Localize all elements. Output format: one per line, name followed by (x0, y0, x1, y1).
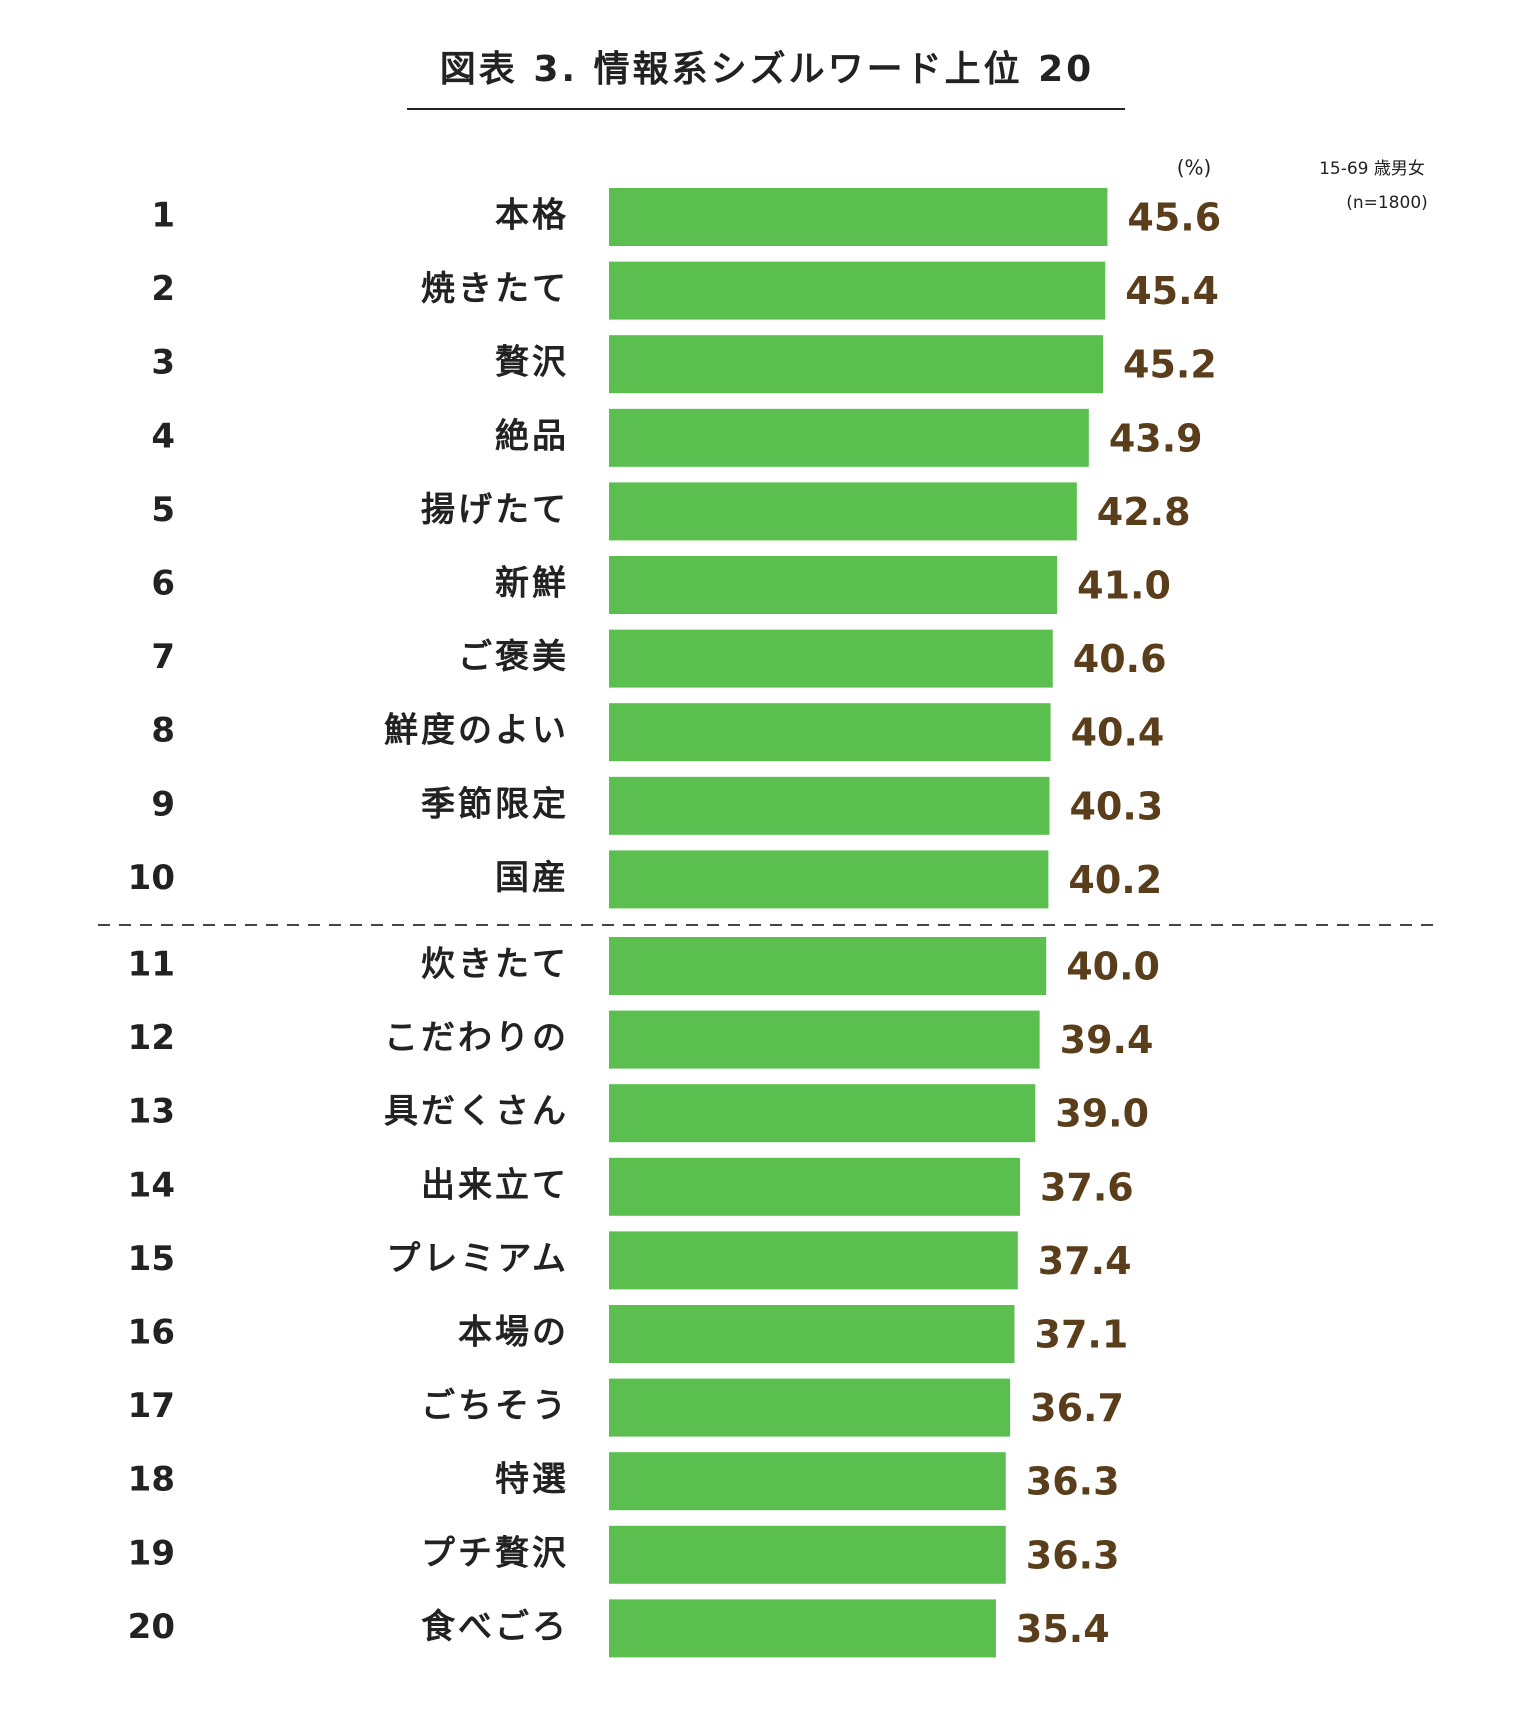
bar (609, 1305, 1015, 1363)
category-label: 贅沢 (495, 343, 569, 383)
value-label: 41.0 (1077, 564, 1171, 608)
bar (609, 937, 1047, 995)
rank-label: 10 (128, 858, 175, 898)
value-label: 36.3 (1026, 1460, 1120, 1504)
bar (609, 1452, 1006, 1511)
bar (609, 1525, 1006, 1584)
bar (609, 850, 1049, 909)
bar (609, 1599, 996, 1658)
value-label: 42.8 (1097, 490, 1191, 534)
rank-label: 11 (128, 945, 175, 985)
rank-label: 18 (128, 1460, 175, 1500)
value-label: 40.2 (1068, 858, 1162, 902)
value-label: 37.6 (1040, 1165, 1134, 1209)
sample-note: (n=1800) (1346, 193, 1428, 213)
bar (609, 1084, 1036, 1143)
value-label: 39.0 (1055, 1092, 1149, 1136)
value-label: 45.6 (1127, 196, 1221, 240)
rank-label: 6 (151, 564, 175, 604)
value-label: 37.1 (1035, 1313, 1129, 1357)
category-label: プチ贅沢 (421, 1533, 569, 1573)
value-label: 43.9 (1109, 416, 1203, 460)
value-label: 36.7 (1030, 1386, 1124, 1430)
bar (609, 482, 1077, 541)
category-label: 新鮮 (495, 564, 569, 604)
bar (609, 408, 1089, 467)
bar (609, 1010, 1040, 1069)
category-label: 特選 (495, 1460, 569, 1500)
category-label: 本場の (458, 1313, 569, 1353)
category-label: 絶品 (495, 416, 569, 456)
value-label: 35.4 (1016, 1607, 1110, 1651)
rank-label: 16 (128, 1313, 175, 1353)
bar (609, 703, 1051, 762)
category-label: 出来立て (421, 1165, 569, 1205)
category-label: ごちそう (421, 1386, 569, 1426)
value-label: 39.4 (1060, 1018, 1154, 1062)
value-label: 40.3 (1069, 784, 1163, 828)
value-label: 36.3 (1026, 1533, 1120, 1577)
sample-note: 15-69 歳男女 (1319, 159, 1425, 179)
rank-label: 12 (128, 1018, 175, 1058)
bar (609, 556, 1058, 614)
value-label: 45.4 (1125, 269, 1219, 313)
rank-label: 3 (151, 343, 175, 383)
category-label: 具だくさん (384, 1092, 569, 1132)
rank-label: 15 (128, 1239, 175, 1279)
category-label: ご褒美 (458, 637, 569, 677)
unit-label: (%) (1177, 156, 1212, 180)
bar (609, 1378, 1011, 1437)
category-label: 食べごろ (421, 1607, 569, 1647)
bar (609, 776, 1050, 835)
chart-title: 図表 3. 情報系シズルワード上位 20 (440, 48, 1094, 90)
rank-label: 13 (128, 1092, 175, 1132)
bar (609, 1231, 1018, 1290)
bar (609, 1157, 1020, 1216)
bar (609, 629, 1053, 688)
category-label: 揚げたて (421, 490, 569, 530)
category-label: 季節限定 (421, 784, 569, 824)
rank-label: 20 (128, 1607, 175, 1647)
value-label: 40.4 (1071, 711, 1165, 755)
category-label: 本格 (495, 196, 569, 236)
bar (609, 188, 1108, 246)
rank-label: 19 (128, 1533, 175, 1573)
rank-label: 8 (151, 711, 175, 751)
bar (609, 261, 1106, 320)
category-label: 国産 (495, 858, 569, 898)
category-label: 炊きたて (421, 945, 569, 985)
category-label: 鮮度のよい (384, 711, 569, 751)
value-label: 37.4 (1038, 1239, 1132, 1283)
rank-label: 4 (151, 416, 175, 456)
rank-label: 17 (128, 1386, 175, 1426)
category-label: こだわりの (384, 1018, 569, 1058)
rank-label: 7 (151, 637, 175, 677)
rank-label: 2 (151, 269, 175, 309)
category-label: プレミアム (386, 1239, 569, 1279)
rank-label: 9 (151, 784, 175, 824)
value-label: 40.0 (1066, 945, 1160, 989)
value-label: 40.6 (1073, 637, 1167, 681)
value-label: 45.2 (1123, 343, 1217, 387)
category-label: 焼きたて (421, 269, 569, 309)
rank-label: 14 (128, 1165, 175, 1205)
rank-label: 1 (151, 196, 175, 236)
bar (609, 335, 1104, 394)
rank-label: 5 (151, 490, 175, 530)
